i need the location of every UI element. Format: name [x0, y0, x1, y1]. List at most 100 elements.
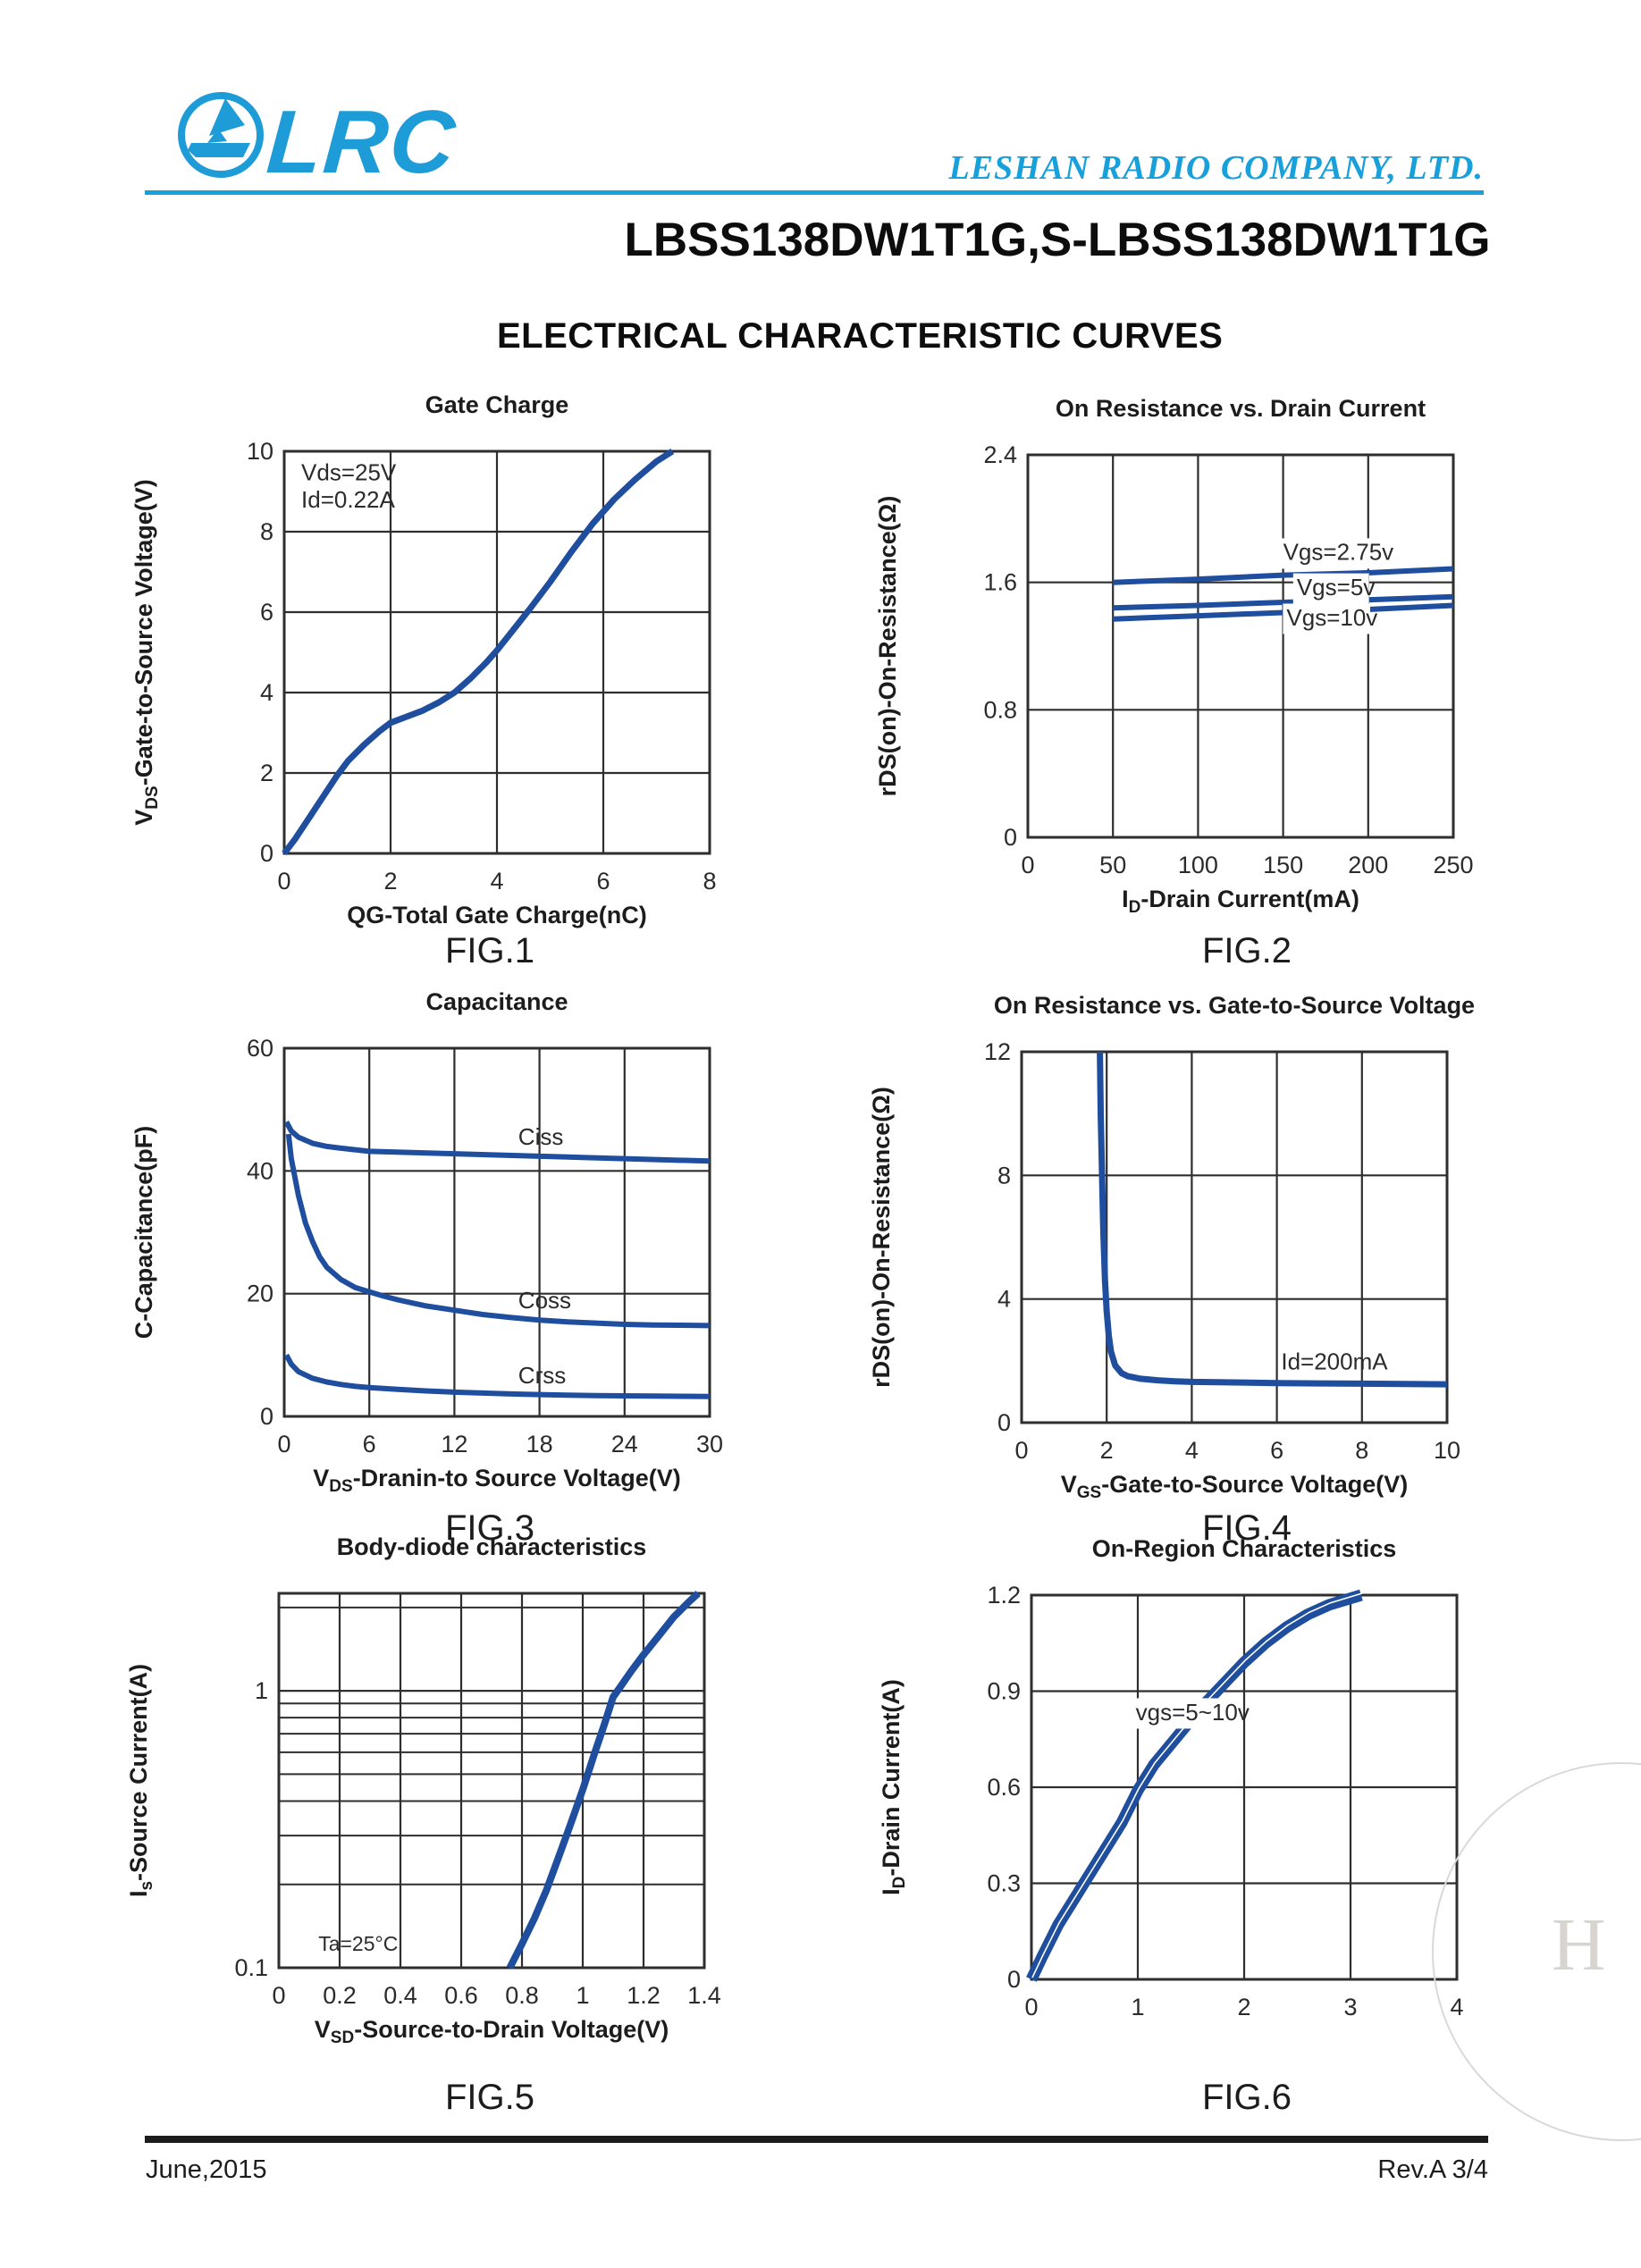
- footer-revision: Rev.A 3/4: [1377, 2155, 1488, 2184]
- svg-text:0.6: 0.6: [444, 1982, 478, 2009]
- section-heading: ELECTRICAL CHARACTERISTIC CURVES: [497, 316, 1224, 356]
- footer-rule: [145, 2136, 1488, 2143]
- on-resistance-vs-vgs-chart: Id=200mA On Resistance vs. Gate-to-Source…: [868, 992, 1475, 1502]
- svg-text:1: 1: [255, 1677, 268, 1704]
- svg-text:On Resistance vs. Drain Curren: On Resistance vs. Drain Current: [1056, 395, 1426, 422]
- svg-text:Body-diode characteristics: Body-diode characteristics: [337, 1533, 647, 1560]
- lrc-logo: LRC: [178, 92, 459, 190]
- fig5-caption: FIG.5: [444, 2078, 535, 2117]
- svg-text:VGS-Gate-to-Source Voltage(V): VGS-Gate-to-Source Voltage(V): [1061, 1471, 1409, 1502]
- svg-text:0.3: 0.3: [987, 1870, 1021, 1897]
- svg-text:0.6: 0.6: [987, 1774, 1021, 1801]
- watermark-letter: H: [1552, 1903, 1606, 1987]
- svg-text:50: 50: [1099, 852, 1126, 878]
- svg-text:0: 0: [277, 1431, 290, 1457]
- logo-text: LRC: [264, 92, 459, 190]
- svg-text:Capacitance: Capacitance: [425, 988, 568, 1015]
- svg-text:4: 4: [490, 868, 503, 895]
- svg-text:2: 2: [1100, 1437, 1114, 1464]
- svg-text:1.2: 1.2: [987, 1582, 1021, 1609]
- svg-text:Crss: Crss: [518, 1362, 566, 1389]
- svg-text:1.4: 1.4: [687, 1982, 721, 2009]
- fig1-caption: FIG.1: [444, 931, 535, 970]
- svg-text:0.8: 0.8: [983, 696, 1017, 723]
- svg-text:6: 6: [1270, 1437, 1283, 1464]
- svg-text:0: 0: [997, 1409, 1011, 1436]
- svg-text:6: 6: [596, 868, 610, 895]
- svg-text:QG-Total Gate Charge(nC): QG-Total Gate Charge(nC): [347, 902, 647, 928]
- svg-text:0: 0: [1014, 1437, 1028, 1464]
- svg-text:0: 0: [272, 1982, 285, 2009]
- logo-small-sail: [207, 129, 227, 143]
- svg-text:On Resistance vs. Gate-to-Sour: On Resistance vs. Gate-to-Source Voltage: [994, 992, 1475, 1019]
- svg-text:0.9: 0.9: [987, 1678, 1021, 1705]
- svg-text:4: 4: [1185, 1437, 1199, 1464]
- svg-text:100: 100: [1178, 852, 1218, 878]
- svg-text:rDS(on)-On-Resistance(Ω): rDS(on)-On-Resistance(Ω): [868, 1087, 895, 1388]
- svg-text:Vds=25V: Vds=25V: [301, 458, 397, 485]
- svg-text:Ciss: Ciss: [518, 1123, 564, 1150]
- svg-text:24: 24: [611, 1431, 638, 1457]
- svg-text:1: 1: [1131, 1994, 1144, 2020]
- svg-text:Vgs=10v: Vgs=10v: [1286, 604, 1377, 631]
- svg-text:VSD-Source-to-Drain Voltage(V): VSD-Source-to-Drain Voltage(V): [315, 2016, 669, 2047]
- svg-text:8: 8: [703, 868, 716, 895]
- svg-text:Vgs=5v: Vgs=5v: [1297, 574, 1375, 601]
- fig4-caption: FIG.4: [1201, 1508, 1292, 1548]
- logo-circle: [178, 92, 264, 178]
- svg-text:6: 6: [363, 1431, 376, 1457]
- capacitance-chart: Ciss Coss Crss Capacitance 0 6 12 18 24 30 0 20 40 60…: [130, 988, 723, 1496]
- svg-text:Id=0.22A: Id=0.22A: [301, 486, 395, 513]
- footer-date: June,2015: [146, 2155, 267, 2184]
- fig2-caption: FIG.2: [1201, 931, 1292, 970]
- svg-text:20: 20: [247, 1281, 274, 1307]
- svg-text:4: 4: [260, 679, 274, 706]
- svg-text:ID-Drain Current(A): ID-Drain Current(A): [878, 1679, 909, 1895]
- svg-text:2: 2: [383, 868, 397, 895]
- part-title: LBSS138DW1T1G,S-LBSS138DW1T1G: [624, 214, 1491, 266]
- svg-text:Vgs=2.75v: Vgs=2.75v: [1283, 539, 1394, 566]
- svg-text:2.4: 2.4: [983, 441, 1017, 468]
- fig6-caption: FIG.6: [1201, 2078, 1292, 2117]
- svg-text:30: 30: [696, 1431, 723, 1457]
- svg-text:0: 0: [1021, 852, 1034, 878]
- svg-text:8: 8: [997, 1162, 1011, 1189]
- svg-text:Id=200mA: Id=200mA: [1281, 1348, 1388, 1375]
- svg-text:VDS-Gate-to-Source Voltage(V): VDS-Gate-to-Source Voltage(V): [130, 479, 162, 825]
- svg-text:0: 0: [277, 868, 290, 895]
- svg-text:On-Region Characteristics: On-Region Characteristics: [1092, 1535, 1397, 1562]
- svg-text:0: 0: [1007, 1966, 1021, 1993]
- svg-text:0.8: 0.8: [505, 1982, 539, 2009]
- header-rule: [145, 190, 1484, 195]
- svg-text:18: 18: [526, 1431, 553, 1457]
- svg-text:3: 3: [1343, 1994, 1357, 2020]
- svg-text:10: 10: [1434, 1437, 1460, 1464]
- svg-text:150: 150: [1263, 852, 1303, 878]
- svg-text:8: 8: [1355, 1437, 1368, 1464]
- body-diode-chart: Ta=25°C Body-diode characteristics 0 0.2 0.4…: [125, 1533, 721, 2047]
- svg-text:Is-Source Current(A): Is-Source Current(A): [125, 1664, 156, 1897]
- svg-text:1.2: 1.2: [627, 1982, 661, 2009]
- svg-text:8: 8: [260, 518, 274, 545]
- company-name: LESHAN RADIO COMPANY, LTD.: [948, 149, 1484, 187]
- svg-text:Coss: Coss: [518, 1287, 571, 1314]
- svg-text:0.4: 0.4: [383, 1982, 417, 2009]
- svg-text:250: 250: [1433, 852, 1473, 878]
- svg-text:Ta=25°C: Ta=25°C: [318, 1932, 398, 1955]
- svg-text:0: 0: [260, 840, 274, 867]
- logo-sail: [209, 98, 245, 136]
- svg-text:1.6: 1.6: [983, 569, 1017, 596]
- svg-text:4: 4: [997, 1286, 1011, 1313]
- svg-text:10: 10: [247, 438, 274, 465]
- svg-text:rDS(on)-On-Resistance(Ω): rDS(on)-On-Resistance(Ω): [874, 496, 901, 797]
- svg-text:Gate Charge: Gate Charge: [425, 391, 569, 418]
- svg-text:60: 60: [247, 1035, 274, 1062]
- svg-text:0.1: 0.1: [234, 1954, 268, 1981]
- svg-text:0: 0: [260, 1403, 274, 1430]
- svg-text:0: 0: [1024, 1994, 1038, 2020]
- svg-text:12: 12: [441, 1431, 467, 1457]
- svg-text:ID-Drain Current(mA): ID-Drain Current(mA): [1122, 886, 1359, 917]
